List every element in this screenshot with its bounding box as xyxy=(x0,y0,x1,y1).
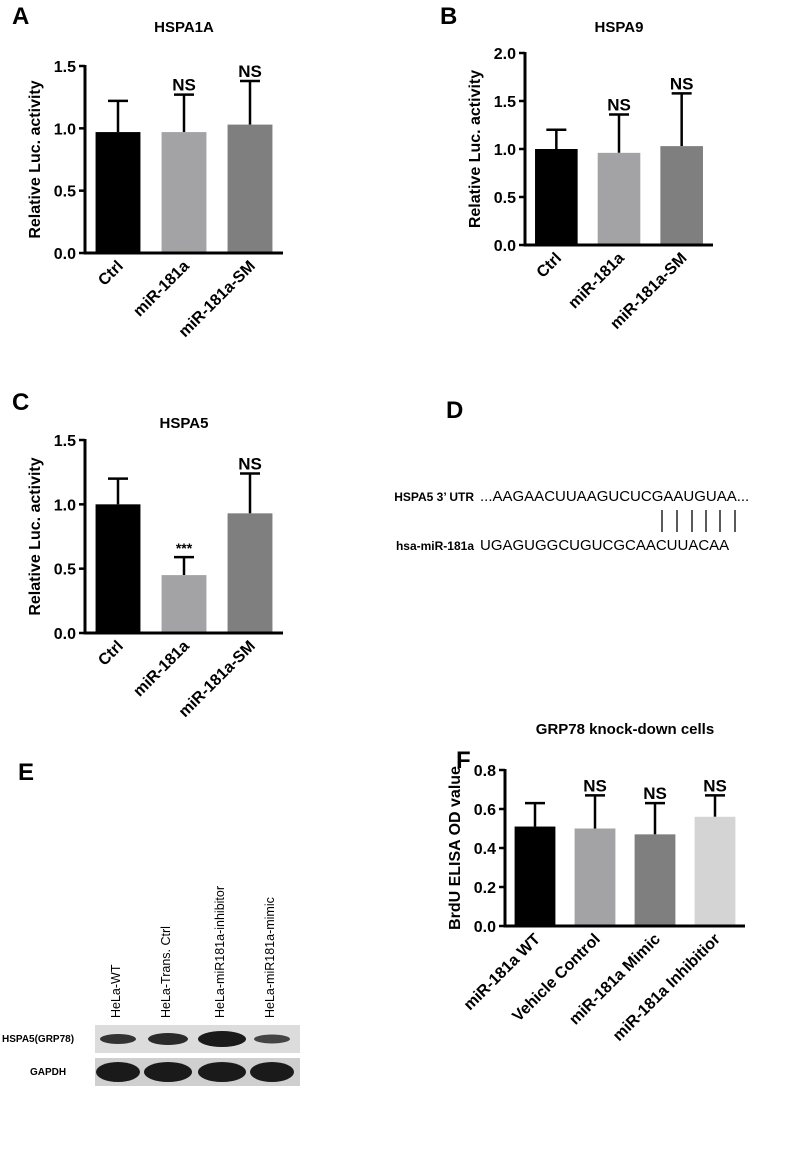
x-tick-label: Ctrl xyxy=(534,250,566,282)
x-tick-label: miR-181a xyxy=(130,638,192,700)
base-pair-lines xyxy=(661,510,736,532)
y-tick-label: 0.0 xyxy=(474,919,496,936)
bar xyxy=(634,834,676,926)
lane-label: HeLa-Trans. Ctrl xyxy=(159,926,173,1018)
y-tick-label: 1.5 xyxy=(54,59,76,76)
alignment-label: hsa-miR-181a xyxy=(396,539,474,553)
panel-letter: B xyxy=(440,3,457,30)
x-tick-label: miR-181a xyxy=(565,250,627,312)
y-tick-label: 1.0 xyxy=(494,142,516,159)
bar xyxy=(514,826,556,926)
row-label: HSPA5(GRP78) xyxy=(2,1034,74,1045)
y-tick-label: 2.0 xyxy=(494,46,516,63)
lane-label: HeLa-miR181a-inhibitor xyxy=(213,886,227,1018)
chart-title: HSPA9 xyxy=(595,19,644,36)
lane-label: HeLa-WT xyxy=(109,964,123,1018)
bar xyxy=(574,828,616,926)
chart-title: GRP78 knock-down cells xyxy=(536,721,714,738)
bar xyxy=(694,816,736,926)
sequence: ...AAGAACUUAAGUCUCGAAUGUAA... xyxy=(480,488,749,505)
panel-letter: D xyxy=(446,397,463,424)
panel-letter: C xyxy=(12,389,29,416)
bar xyxy=(95,132,141,253)
lane-labels: HeLa-WT HeLa-Trans. Ctrl HeLa-miR181a-in… xyxy=(109,886,277,1018)
y-tick-label: 0.5 xyxy=(54,562,76,579)
y-tick-label: 0.0 xyxy=(494,238,516,255)
y-tick-label: 1.5 xyxy=(54,433,76,450)
y-tick-label: 1.0 xyxy=(54,121,76,138)
x-tick-label: miR-181a Inhibitior xyxy=(610,931,724,1045)
y-tick-label: 0.0 xyxy=(54,246,76,263)
panel-letter: F xyxy=(456,747,471,774)
significance-label: NS xyxy=(670,74,694,93)
significance-label: NS xyxy=(607,95,631,114)
y-tick-label: 0.0 xyxy=(54,626,76,643)
bar xyxy=(227,124,273,254)
y-tick-label: 0.4 xyxy=(474,841,496,858)
chart-title: HSPA1A xyxy=(154,19,214,36)
significance-label: NS xyxy=(172,76,196,95)
y-tick-label: 0.5 xyxy=(54,184,76,201)
significance-label: *** xyxy=(176,540,193,556)
y-axis-label: Relative Luc. activity xyxy=(467,70,484,228)
significance-label: NS xyxy=(238,454,262,473)
bar xyxy=(660,146,703,245)
y-tick-label: 1.0 xyxy=(54,497,76,514)
y-tick-label: 1.5 xyxy=(494,94,516,111)
significance-label: NS xyxy=(703,776,727,795)
y-axis-label: Relative Luc. activity xyxy=(27,80,44,238)
bar xyxy=(597,152,641,245)
blot-bands xyxy=(96,1031,294,1082)
significance-label: NS xyxy=(643,784,667,803)
significance-label: NS xyxy=(238,62,262,81)
alignment-label: HSPA5 3’ UTR xyxy=(394,490,474,504)
panel-letter: A xyxy=(12,3,29,30)
chart-title: HSPA5 xyxy=(160,415,209,432)
y-tick-label: 0.2 xyxy=(474,880,496,897)
sequence: UGAGUGGCUGUCGCAACUUACAA xyxy=(480,537,729,554)
significance-label: NS xyxy=(583,776,607,795)
lane-label: HeLa-miR181a-mimic xyxy=(263,897,277,1018)
y-tick-label: 0.5 xyxy=(494,190,516,207)
panel-letter: E xyxy=(18,759,34,786)
x-tick-label: Ctrl xyxy=(95,638,127,670)
row-label: GAPDH xyxy=(30,1067,66,1078)
x-tick-label: Ctrl xyxy=(95,258,127,290)
y-axis-label: Relative Luc. activity xyxy=(27,457,44,615)
bar xyxy=(161,132,207,253)
x-tick-label: miR-181a xyxy=(130,258,192,320)
bar xyxy=(95,504,141,633)
bar xyxy=(227,513,273,633)
y-axis-label: BrdU ELISA OD value xyxy=(447,766,464,930)
y-tick-label: 0.8 xyxy=(474,763,496,780)
bar xyxy=(535,149,578,245)
y-tick-label: 0.6 xyxy=(474,802,496,819)
bar xyxy=(161,575,207,633)
